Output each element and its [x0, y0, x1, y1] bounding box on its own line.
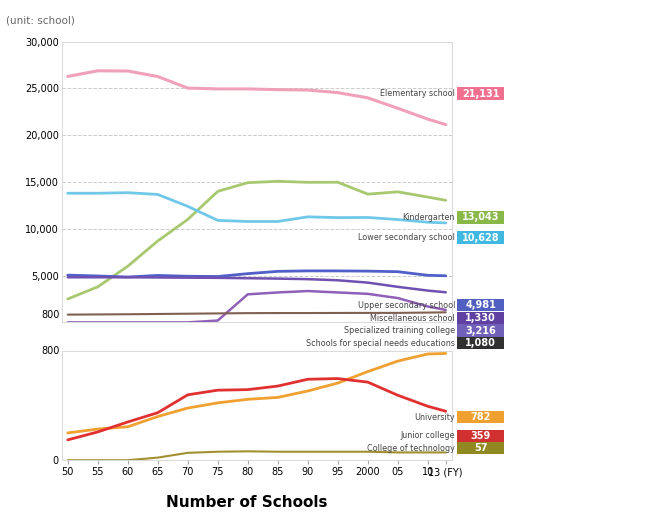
- Text: College of technology: College of technology: [367, 444, 455, 453]
- Text: 13,043: 13,043: [462, 212, 499, 223]
- Text: Lower secondary school: Lower secondary school: [358, 233, 455, 242]
- Text: Kindergarten: Kindergarten: [402, 213, 455, 222]
- Text: 10,628: 10,628: [462, 232, 499, 243]
- Text: 800: 800: [42, 310, 60, 320]
- Text: 21,131: 21,131: [462, 88, 499, 99]
- Text: Miscellaneous school: Miscellaneous school: [370, 314, 455, 323]
- Text: 359: 359: [471, 431, 491, 441]
- Text: (unit: school): (unit: school): [6, 16, 75, 25]
- Text: 1,080: 1,080: [465, 338, 496, 348]
- Text: 1,330: 1,330: [465, 313, 496, 323]
- Text: 800: 800: [42, 346, 60, 356]
- Text: 4,981: 4,981: [465, 300, 496, 310]
- Text: 57: 57: [474, 443, 488, 453]
- Text: University: University: [415, 412, 455, 422]
- Text: Schools for special needs educations: Schools for special needs educations: [306, 339, 455, 348]
- Text: 782: 782: [471, 412, 491, 422]
- Text: Junior college: Junior college: [400, 431, 455, 440]
- Text: 3,216: 3,216: [465, 326, 496, 336]
- Text: Upper secondary school: Upper secondary school: [358, 301, 455, 310]
- Text: Number of Schools: Number of Schools: [166, 495, 328, 510]
- Text: Specialized training college: Specialized training college: [344, 326, 455, 335]
- Text: Elementary school: Elementary school: [380, 89, 455, 98]
